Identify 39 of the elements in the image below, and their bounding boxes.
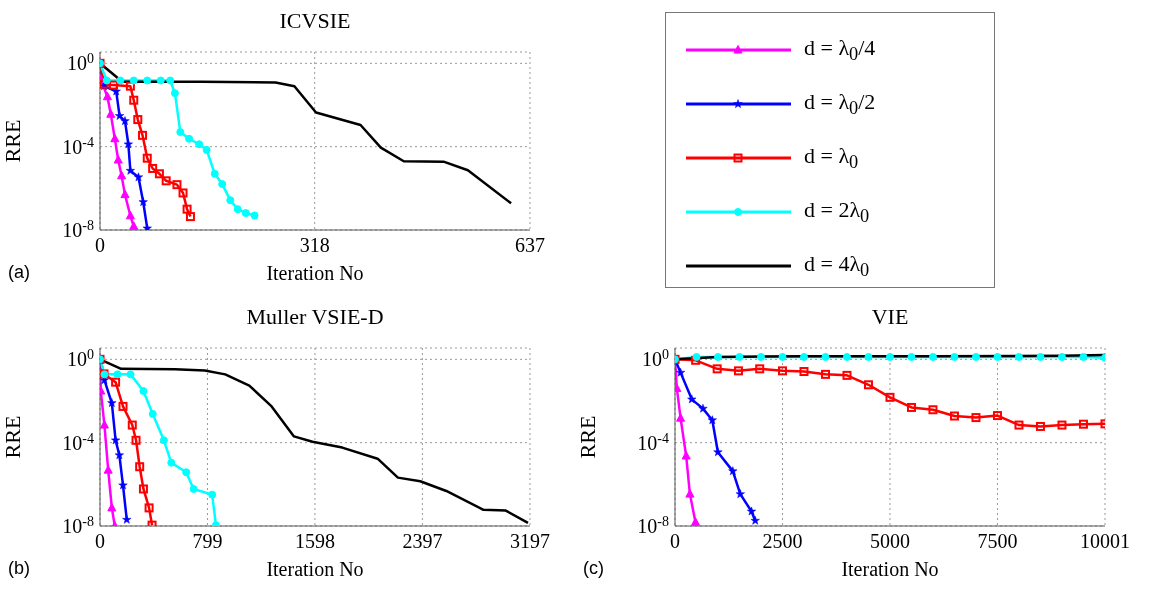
y-axis-title: RRE: [574, 415, 600, 459]
x-tick-label: 0: [670, 530, 680, 552]
legend-label: d = 4λ$_{0}$: [804, 250, 870, 281]
x-tick-label: 799: [192, 530, 223, 552]
x-tick-label: 5000: [869, 530, 910, 552]
chart-title: ICVSIE: [279, 8, 351, 33]
x-axis-title: Iteration No: [841, 558, 939, 580]
legend-label: d = λ$_{0}$/2: [804, 88, 876, 119]
y-tick-label: 10$^{-8}$: [637, 513, 669, 537]
y-tick-label: 10$^{-8}$: [62, 513, 94, 537]
legend-label: d = 2λ$_{0}$: [804, 196, 870, 227]
y-tick-label: 10$^{0}$: [67, 50, 94, 75]
x-tick-label: 318: [299, 234, 330, 256]
y-tick-label: 10$^{-4}$: [62, 430, 94, 454]
legend-label: d = λ$_{0}$: [804, 142, 859, 173]
x-tick-label: 2397: [402, 530, 443, 552]
x-tick-label: 0: [95, 530, 105, 552]
chart-title: Muller VSIE-D: [246, 304, 384, 329]
y-axis-title: RRE: [0, 119, 25, 163]
x-tick-label: 637: [515, 234, 545, 256]
y-axis-title: RRE: [0, 415, 25, 459]
y-tick-label: 10$^{-8}$: [62, 217, 94, 241]
y-tick-label: 10$^{-4}$: [62, 134, 94, 158]
y-tick-label: 10$^{-4}$: [637, 430, 669, 454]
x-tick-label: 10001: [1080, 530, 1130, 552]
x-tick-label: 7500: [977, 530, 1018, 552]
text: (b): [8, 558, 30, 578]
x-tick-label: 3197: [510, 530, 550, 552]
text: (c): [583, 558, 604, 578]
y-tick-label: 10$^{0}$: [642, 346, 669, 371]
x-axis-title: Iteration No: [266, 558, 364, 580]
x-tick-label: 0: [95, 234, 105, 256]
legend-label: d = λ$_{0}$/4: [804, 34, 876, 65]
text: (a): [8, 262, 30, 282]
x-tick-label: 1598: [294, 530, 335, 552]
chart-title: VIE: [871, 304, 909, 329]
y-tick-label: 10$^{0}$: [67, 346, 94, 371]
x-axis-title: Iteration No: [266, 262, 364, 284]
x-tick-label: 2500: [762, 530, 803, 552]
